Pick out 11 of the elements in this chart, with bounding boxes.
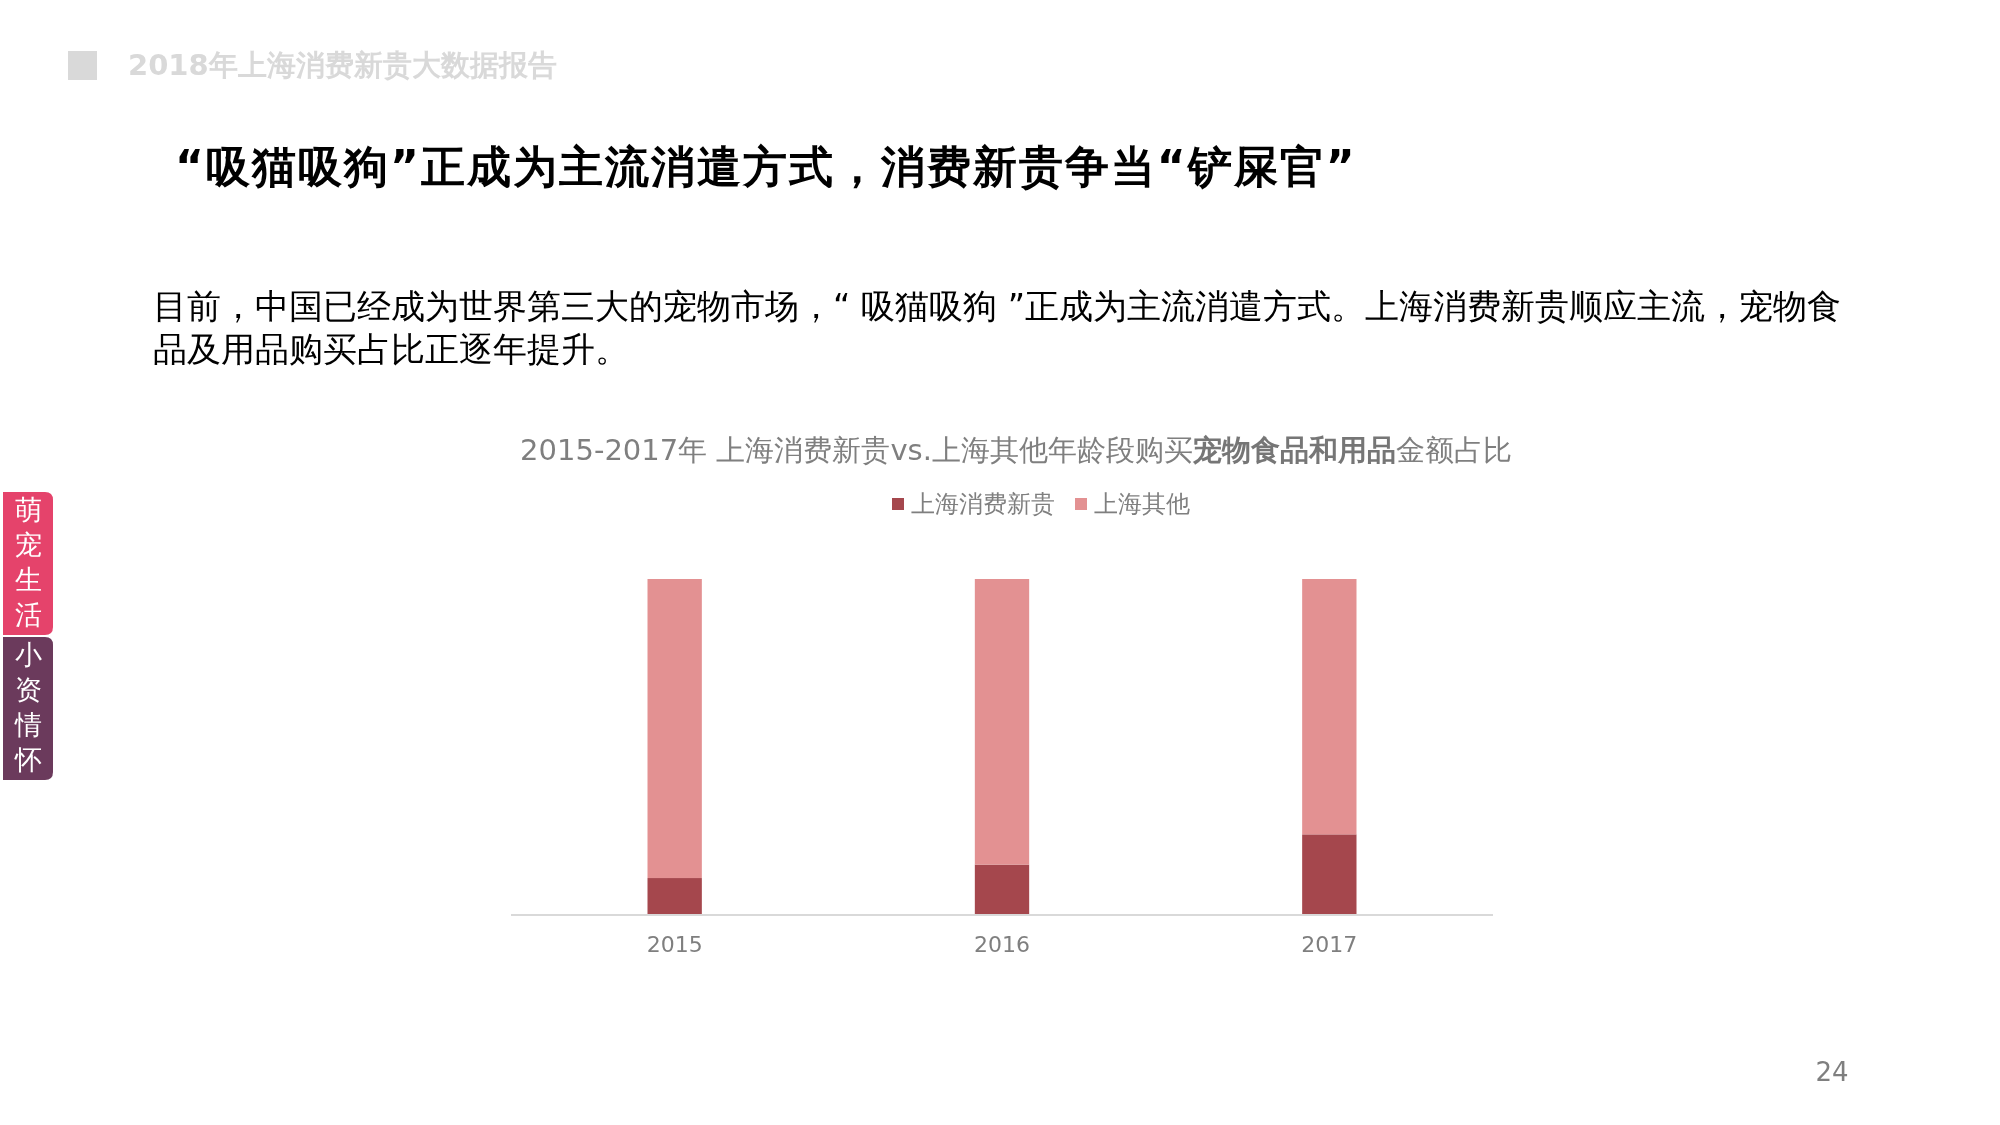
legend-label: 上海其他	[1094, 490, 1190, 518]
chart-title: 2015-2017年 上海消费新贵vs.上海其他年龄段购买宠物食品和用品金额占比	[520, 433, 1512, 467]
x-tick-label: 2017	[1301, 932, 1358, 957]
text: 24	[1815, 1057, 1849, 1087]
text: “吸猫吸狗”正成为主流消遣方式，消费新贵争当“铲屎官”	[175, 141, 1357, 192]
legend-label: 上海消费新贵	[911, 490, 1055, 518]
x-tick-label: 2015	[646, 932, 703, 957]
text: 小资情怀	[13, 639, 42, 775]
text: 目前，中国已经成为世界第三大的宠物市场，“ 吸猫吸狗 ”正成为主流消遣方式。上海消费新贵顺应主流，宠物食品及用品购买占比正逐年提升。	[153, 286, 1842, 371]
text: 萌宠生活	[14, 494, 42, 630]
x-tick-label: 2016	[974, 932, 1030, 957]
